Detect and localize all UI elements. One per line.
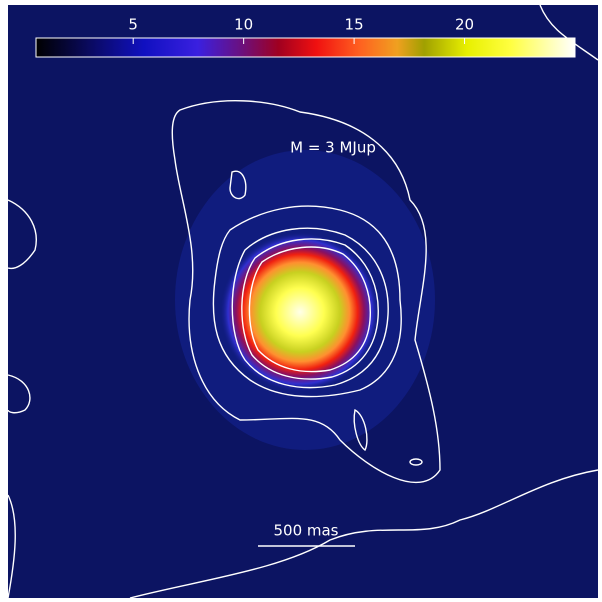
annotation: M = 3 MJup (290, 139, 376, 157)
planet-signal (218, 230, 382, 394)
colorbar-tick-label: 5 (128, 16, 138, 34)
colorbar-tick-label: 20 (455, 16, 474, 34)
scale-bar-label: 500 mas (273, 522, 338, 540)
colorbar-tick-label: 10 (234, 16, 253, 34)
colorbar-tick-label: 15 (345, 16, 364, 34)
colorbar (35, 37, 576, 58)
contours (7, 4, 599, 599)
